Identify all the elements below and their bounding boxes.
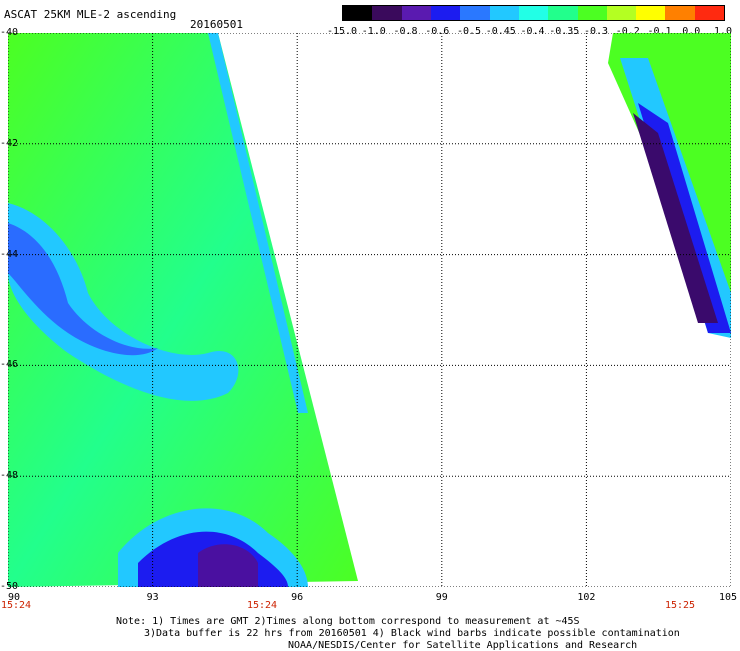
map-date: 20160501 [190,18,243,31]
swath-left [8,33,358,587]
colorbar-label: -0.2 [615,26,640,37]
colorbar-label: 1.0 [713,26,733,37]
swath-right [608,33,731,338]
colorbar-segment [489,6,519,20]
colorbar-segment [460,6,490,20]
note-line-1: Note: 1) Times are GMT 2)Times along bot… [116,616,580,627]
pass-time-label: 15:24 [246,600,278,611]
note-line-2: 3)Data buffer is 22 hrs from 20160501 4)… [144,628,680,639]
colorbar-label: 0.0 [682,26,701,37]
colorbar-label: -0.4 [520,26,545,37]
pass-time-label: 15:25 [664,600,696,611]
colorbar-segment [636,6,666,20]
colorbar-label: -0.3 [583,26,609,37]
lon-tick-label: 99 [435,592,448,603]
lon-tick-label: 90 [7,592,21,603]
lat-tick-label: -48 [0,470,19,482]
colorbar-segment [343,6,373,20]
colorbar-segment [606,6,637,20]
note-line-3: NOAA/NESDIS/Center for Satellite Applica… [288,640,638,651]
lat-tick-label: -46 [0,359,19,371]
colorbar-segment [430,6,461,20]
pass-time-label: 15:24 [0,600,32,611]
colorbar [342,5,725,21]
lat-tick-label: -50 [0,581,19,592]
colorbar-segment [548,6,578,20]
lat-tick-label: -40 [0,27,19,38]
map-title: ASCAT 25KM MLE-2 ascending [4,8,177,21]
colorbar-label: -0.35 [549,26,580,37]
lat-tick-label: -42 [0,137,19,149]
lon-tick-label: 105 [718,592,738,603]
gridlines [8,33,731,587]
colorbar-segment [577,6,607,20]
lon-tick-label: 102 [577,592,596,603]
colorbar-segment [401,6,431,20]
lon-tick-label: 93 [146,592,159,603]
lat-tick-label: -44 [0,248,19,260]
colorbar-segment [372,6,402,20]
colorbar-segment [665,6,695,20]
swath-map [8,33,731,587]
colorbar-label: -0.1 [647,26,672,37]
colorbar-label: -15.0 [326,26,358,37]
colorbar-label: -1.0 [361,26,386,37]
colorbar-label: -0.5 [456,26,482,37]
lon-tick-label: 96 [291,592,304,603]
colorbar-label: -0.8 [393,26,418,37]
colorbar-segment [694,6,725,20]
colorbar-label: -0.6 [425,26,450,37]
colorbar-segment [518,6,549,20]
colorbar-label: -0.45 [485,26,516,37]
